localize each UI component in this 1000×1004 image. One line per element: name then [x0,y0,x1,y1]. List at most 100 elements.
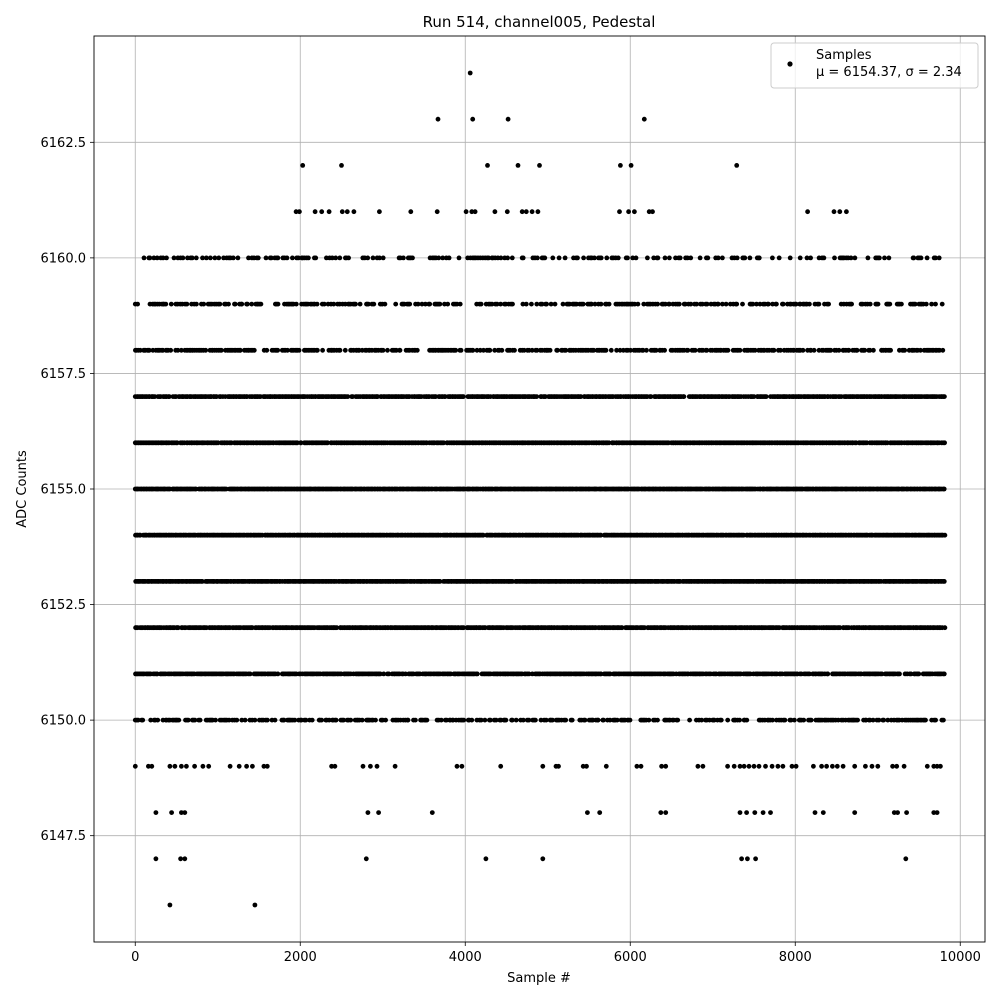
data-point [677,302,682,307]
data-point [792,718,797,723]
data-point [226,302,231,307]
data-point [514,718,519,723]
data-point [297,348,302,353]
data-point [504,718,509,723]
data-point [334,718,339,723]
data-point [825,672,830,677]
data-point [163,302,168,307]
data-point [812,348,817,353]
data-point [500,348,505,353]
data-point [219,348,224,353]
data-point [636,302,641,307]
data-point [675,718,680,723]
data-point [596,718,601,723]
data-point [855,718,860,723]
data-point [548,348,553,353]
data-point [604,348,609,353]
data-point [682,394,687,399]
data-point [897,672,902,677]
data-point [343,348,348,353]
data-point [570,718,575,723]
data-point [693,348,698,353]
data-point [942,394,947,399]
data-point [275,348,280,353]
data-point [458,302,463,307]
data-point [383,718,388,723]
data-point [315,302,320,307]
data-point [353,302,358,307]
data-point [176,718,181,723]
data-point [801,718,806,723]
data-point [902,348,907,353]
data-point [533,718,538,723]
data-point [201,302,206,307]
data-point [259,302,264,307]
data-point [933,718,938,723]
data-point [294,302,299,307]
data-point [253,718,258,723]
data-point [687,718,692,723]
data-point [373,718,378,723]
data-point [479,302,484,307]
data-point [198,718,203,723]
data-point [459,348,464,353]
data-point [942,579,947,584]
data-point [655,302,660,307]
data-point [726,348,731,353]
data-point [413,718,418,723]
data-point [234,718,239,723]
data-point [155,718,160,723]
data-point [916,672,921,677]
data-point [276,302,281,307]
data-point [169,302,174,307]
data-point [407,302,412,307]
data-point [524,302,529,307]
data-point [168,348,173,353]
data-point [772,348,777,353]
data-point [252,348,257,353]
data-point [140,718,145,723]
data-point [461,718,466,723]
data-point [628,718,633,723]
data-point [194,302,199,307]
data-point [264,348,269,353]
data-point [243,718,248,723]
data-point [581,302,586,307]
data-point [425,718,430,723]
data-point [881,718,886,723]
data-point [398,348,403,353]
data-point [553,302,558,307]
data-point [218,302,223,307]
data-point [393,302,398,307]
data-point [943,625,948,630]
data-point [406,718,411,723]
data-point [213,718,218,723]
data-point [923,718,928,723]
data-point [871,348,876,353]
data-point [320,348,325,353]
data-point [427,302,432,307]
data-point [801,348,806,353]
data-point [338,348,343,353]
data-point [662,348,667,353]
data-point [276,672,281,677]
data-point [738,348,743,353]
data-point [358,302,363,307]
data-point [719,718,724,723]
data-point [737,718,742,723]
data-point [381,348,386,353]
data-point [783,718,788,723]
data-point [415,348,420,353]
data-point [644,348,649,353]
data-point [583,718,588,723]
data-point [942,440,947,445]
data-point [265,718,270,723]
data-point [686,348,691,353]
data-point [942,487,947,492]
data-point [855,348,860,353]
data-point [940,348,945,353]
data-point [764,394,769,399]
